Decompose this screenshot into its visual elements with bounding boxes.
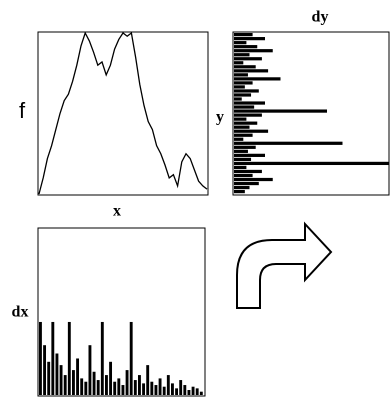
bar <box>96 380 100 395</box>
bar <box>234 73 248 77</box>
bar <box>117 378 121 395</box>
bar <box>234 125 250 129</box>
bar <box>234 149 248 153</box>
bar <box>234 113 262 117</box>
bar <box>234 185 250 190</box>
bar <box>150 381 154 395</box>
bar <box>121 385 125 395</box>
bar <box>234 109 327 113</box>
bar <box>51 321 55 395</box>
bar <box>138 375 141 395</box>
bar <box>88 345 92 395</box>
bar <box>142 383 146 395</box>
y-label: f <box>19 98 26 123</box>
bar <box>234 69 269 73</box>
bar <box>76 358 80 395</box>
bar <box>39 321 42 395</box>
bar <box>154 385 158 395</box>
bar <box>234 65 256 69</box>
bar <box>234 177 273 182</box>
bar <box>55 353 59 395</box>
bar <box>171 383 174 395</box>
bar <box>234 181 259 186</box>
x-label: x <box>113 203 121 220</box>
bar <box>43 345 47 395</box>
bar <box>234 57 262 61</box>
bar <box>234 61 244 65</box>
bar <box>234 45 258 49</box>
panel-frame <box>37 31 209 196</box>
bar <box>125 370 129 395</box>
bar <box>234 153 265 157</box>
bar <box>166 375 170 395</box>
bar <box>234 145 256 149</box>
y-label: dx <box>12 304 29 321</box>
bar <box>129 321 133 395</box>
bar <box>234 133 253 137</box>
bar <box>234 157 252 161</box>
bar <box>63 375 67 395</box>
arrow <box>236 221 333 309</box>
line <box>38 31 208 195</box>
bar <box>234 85 245 89</box>
bar <box>59 365 63 395</box>
bar <box>234 161 389 166</box>
bar <box>162 386 166 395</box>
bar <box>234 49 273 53</box>
bar <box>234 169 262 174</box>
bar <box>92 371 96 395</box>
bar <box>133 380 137 395</box>
bar <box>234 189 245 194</box>
bar <box>234 53 250 57</box>
y-label: y <box>216 109 224 126</box>
bar <box>158 378 162 395</box>
bar <box>234 173 253 178</box>
bar <box>234 89 259 93</box>
bar <box>179 380 183 395</box>
bar <box>234 41 247 45</box>
bar <box>72 370 75 395</box>
bar <box>84 381 88 395</box>
bar <box>234 137 244 141</box>
bar <box>234 141 343 145</box>
bar <box>234 105 255 109</box>
bar <box>234 37 265 41</box>
bar <box>67 321 71 395</box>
bar <box>199 391 203 395</box>
bar <box>234 77 281 81</box>
bar <box>234 121 258 125</box>
bar <box>80 378 84 395</box>
bar <box>47 361 51 395</box>
bar <box>183 385 187 395</box>
bar <box>234 101 265 105</box>
bar <box>109 361 113 395</box>
bar <box>234 117 247 121</box>
bar <box>234 129 269 133</box>
bar <box>105 375 108 395</box>
bar <box>146 365 150 395</box>
bar <box>191 386 195 395</box>
bar <box>113 381 117 395</box>
title: dy <box>312 9 329 26</box>
panel-frame <box>232 31 390 196</box>
bar <box>234 97 242 101</box>
bar <box>195 388 199 395</box>
bar <box>175 388 179 395</box>
bar <box>100 321 104 395</box>
bar <box>187 390 191 395</box>
bar <box>234 165 247 170</box>
bar <box>234 33 253 37</box>
panel-frame <box>37 227 206 397</box>
bar <box>234 81 253 85</box>
bar <box>234 93 252 97</box>
